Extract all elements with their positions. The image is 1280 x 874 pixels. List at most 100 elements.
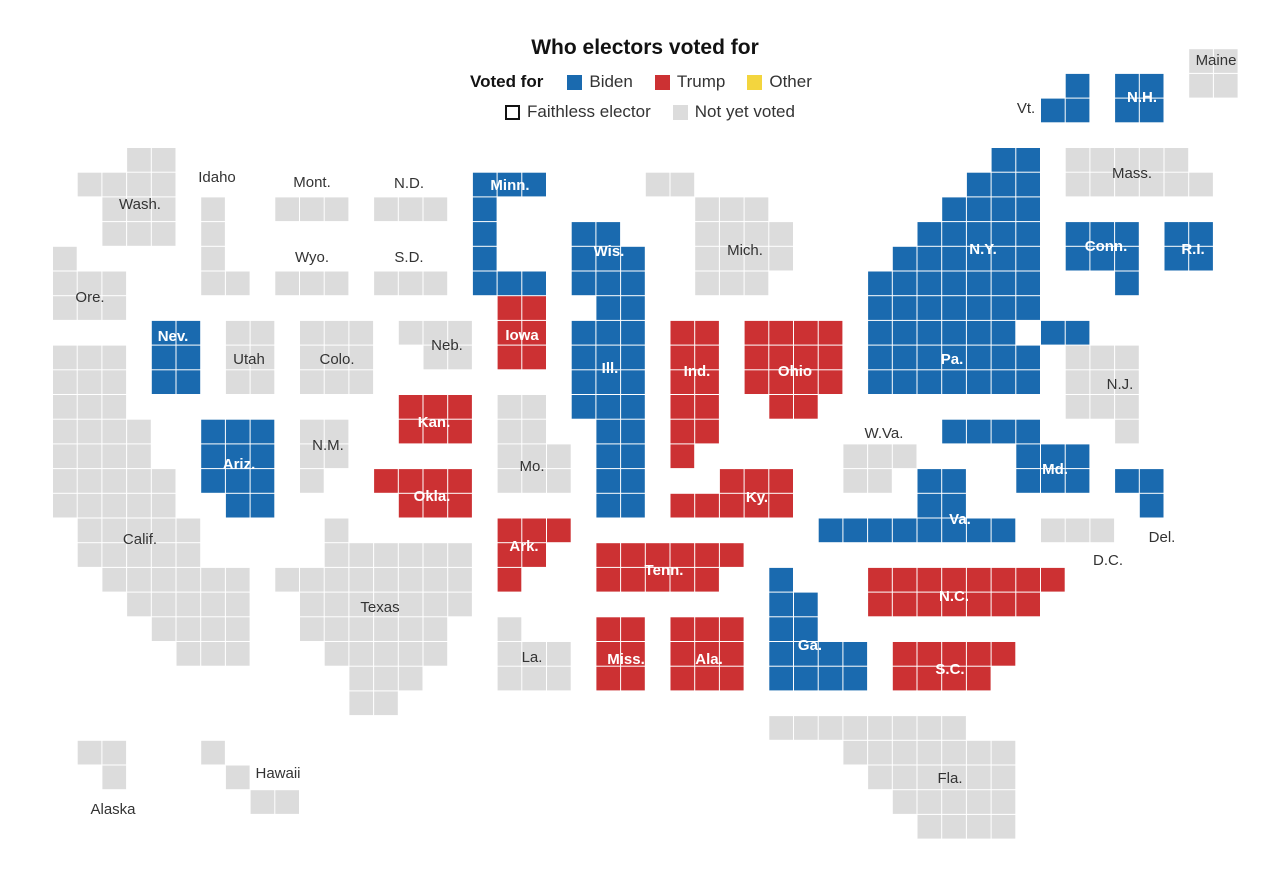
state-conn[interactable]: Conn. [1065,222,1139,296]
elector-tile[interactable] [991,320,1016,345]
elector-tile[interactable] [942,419,966,444]
elector-tile[interactable] [794,666,818,691]
elector-tile[interactable] [324,642,349,666]
state-texas[interactable]: Texas [275,518,472,716]
elector-tile[interactable] [991,222,1016,246]
elector-tile[interactable] [621,271,645,296]
elector-tile[interactable] [1065,148,1090,172]
state-s-d[interactable]: S.D. [374,249,448,296]
elector-tile[interactable] [1065,518,1090,543]
elector-tile[interactable] [942,246,966,271]
elector-tile[interactable] [670,419,695,444]
elector-tile[interactable] [596,222,621,246]
elector-tile[interactable] [695,666,719,691]
state-colo[interactable]: Colo. [300,320,374,394]
elector-tile[interactable] [1090,246,1115,271]
elector-tile[interactable] [374,469,398,493]
elector-tile[interactable] [448,543,472,567]
elector-tile[interactable] [917,642,942,666]
elector-tile[interactable] [300,444,324,469]
elector-tile[interactable] [201,740,225,765]
elector-tile[interactable] [596,296,621,320]
elector-tile[interactable] [966,320,991,345]
elector-tile[interactable] [744,246,769,271]
elector-tile[interactable] [102,765,127,790]
elector-tile[interactable] [53,419,77,444]
elector-tile[interactable] [695,370,719,394]
elector-tile[interactable] [300,419,324,444]
state-del[interactable]: Del. [1115,469,1175,546]
elector-tile[interactable] [225,271,250,296]
elector-tile[interactable] [423,320,448,345]
elector-tile[interactable] [522,419,546,444]
elector-tile[interactable] [53,271,77,296]
elector-tile[interactable] [942,197,966,222]
elector-tile[interactable] [497,419,522,444]
elector-tile[interactable] [917,320,942,345]
elector-tile[interactable] [868,345,892,370]
elector-tile[interactable] [1041,567,1065,592]
elector-tile[interactable] [201,444,225,469]
elector-tile[interactable] [794,716,818,740]
elector-tile[interactable] [176,370,201,394]
elector-tile[interactable] [1016,246,1040,271]
elector-tile[interactable] [374,543,398,567]
elector-tile[interactable] [201,246,225,271]
elector-tile[interactable] [917,493,942,518]
elector-tile[interactable] [695,642,719,666]
elector-tile[interactable] [398,395,423,419]
elector-tile[interactable] [818,370,843,394]
elector-tile[interactable] [127,148,151,172]
elector-tile[interactable] [522,320,546,345]
elector-tile[interactable] [547,518,571,543]
elector-tile[interactable] [374,567,398,592]
elector-tile[interactable] [1164,246,1189,271]
elector-tile[interactable] [868,567,892,592]
elector-tile[interactable] [201,419,225,444]
elector-tile[interactable] [250,370,275,394]
elector-tile[interactable] [201,592,225,617]
elector-tile[interactable] [77,518,102,543]
elector-tile[interactable] [991,370,1016,394]
state-s-c[interactable]: S.C. [892,642,1016,691]
elector-tile[interactable] [423,345,448,370]
elector-tile[interactable] [374,197,398,222]
elector-tile[interactable] [942,320,966,345]
elector-tile[interactable] [151,543,176,567]
elector-tile[interactable] [966,197,991,222]
elector-tile[interactable] [102,345,127,370]
state-mo[interactable]: Mo. [497,395,571,493]
elector-tile[interactable] [53,345,77,370]
elector-tile[interactable] [868,765,892,790]
elector-tile[interactable] [102,172,127,197]
elector-tile[interactable] [917,246,942,271]
elector-tile[interactable] [53,296,77,320]
elector-tile[interactable] [596,246,621,271]
elector-tile[interactable] [1016,567,1040,592]
elector-tile[interactable] [769,246,793,271]
elector-tile[interactable] [250,444,275,469]
elector-tile[interactable] [497,617,522,641]
elector-tile[interactable] [1065,345,1090,370]
elector-tile[interactable] [1016,444,1040,469]
elector-tile[interactable] [966,765,991,790]
elector-tile[interactable] [1016,271,1040,296]
elector-tile[interactable] [892,370,917,394]
elector-tile[interactable] [868,370,892,394]
elector-tile[interactable] [843,444,868,469]
elector-tile[interactable] [77,370,102,394]
state-ariz[interactable]: Ariz. [201,419,275,518]
elector-tile[interactable] [744,345,769,370]
elector-tile[interactable] [892,296,917,320]
elector-tile[interactable] [843,740,868,765]
elector-tile[interactable] [1189,49,1213,73]
elector-tile[interactable] [1115,469,1139,493]
elector-tile[interactable] [225,493,250,518]
state-hawaii[interactable]: Hawaii [201,740,301,814]
state-maine[interactable]: Maine [1189,49,1238,98]
elector-tile[interactable] [892,345,917,370]
elector-tile[interactable] [1115,271,1139,296]
elector-tile[interactable] [991,271,1016,296]
elector-tile[interactable] [1115,148,1139,172]
elector-tile[interactable] [250,493,275,518]
